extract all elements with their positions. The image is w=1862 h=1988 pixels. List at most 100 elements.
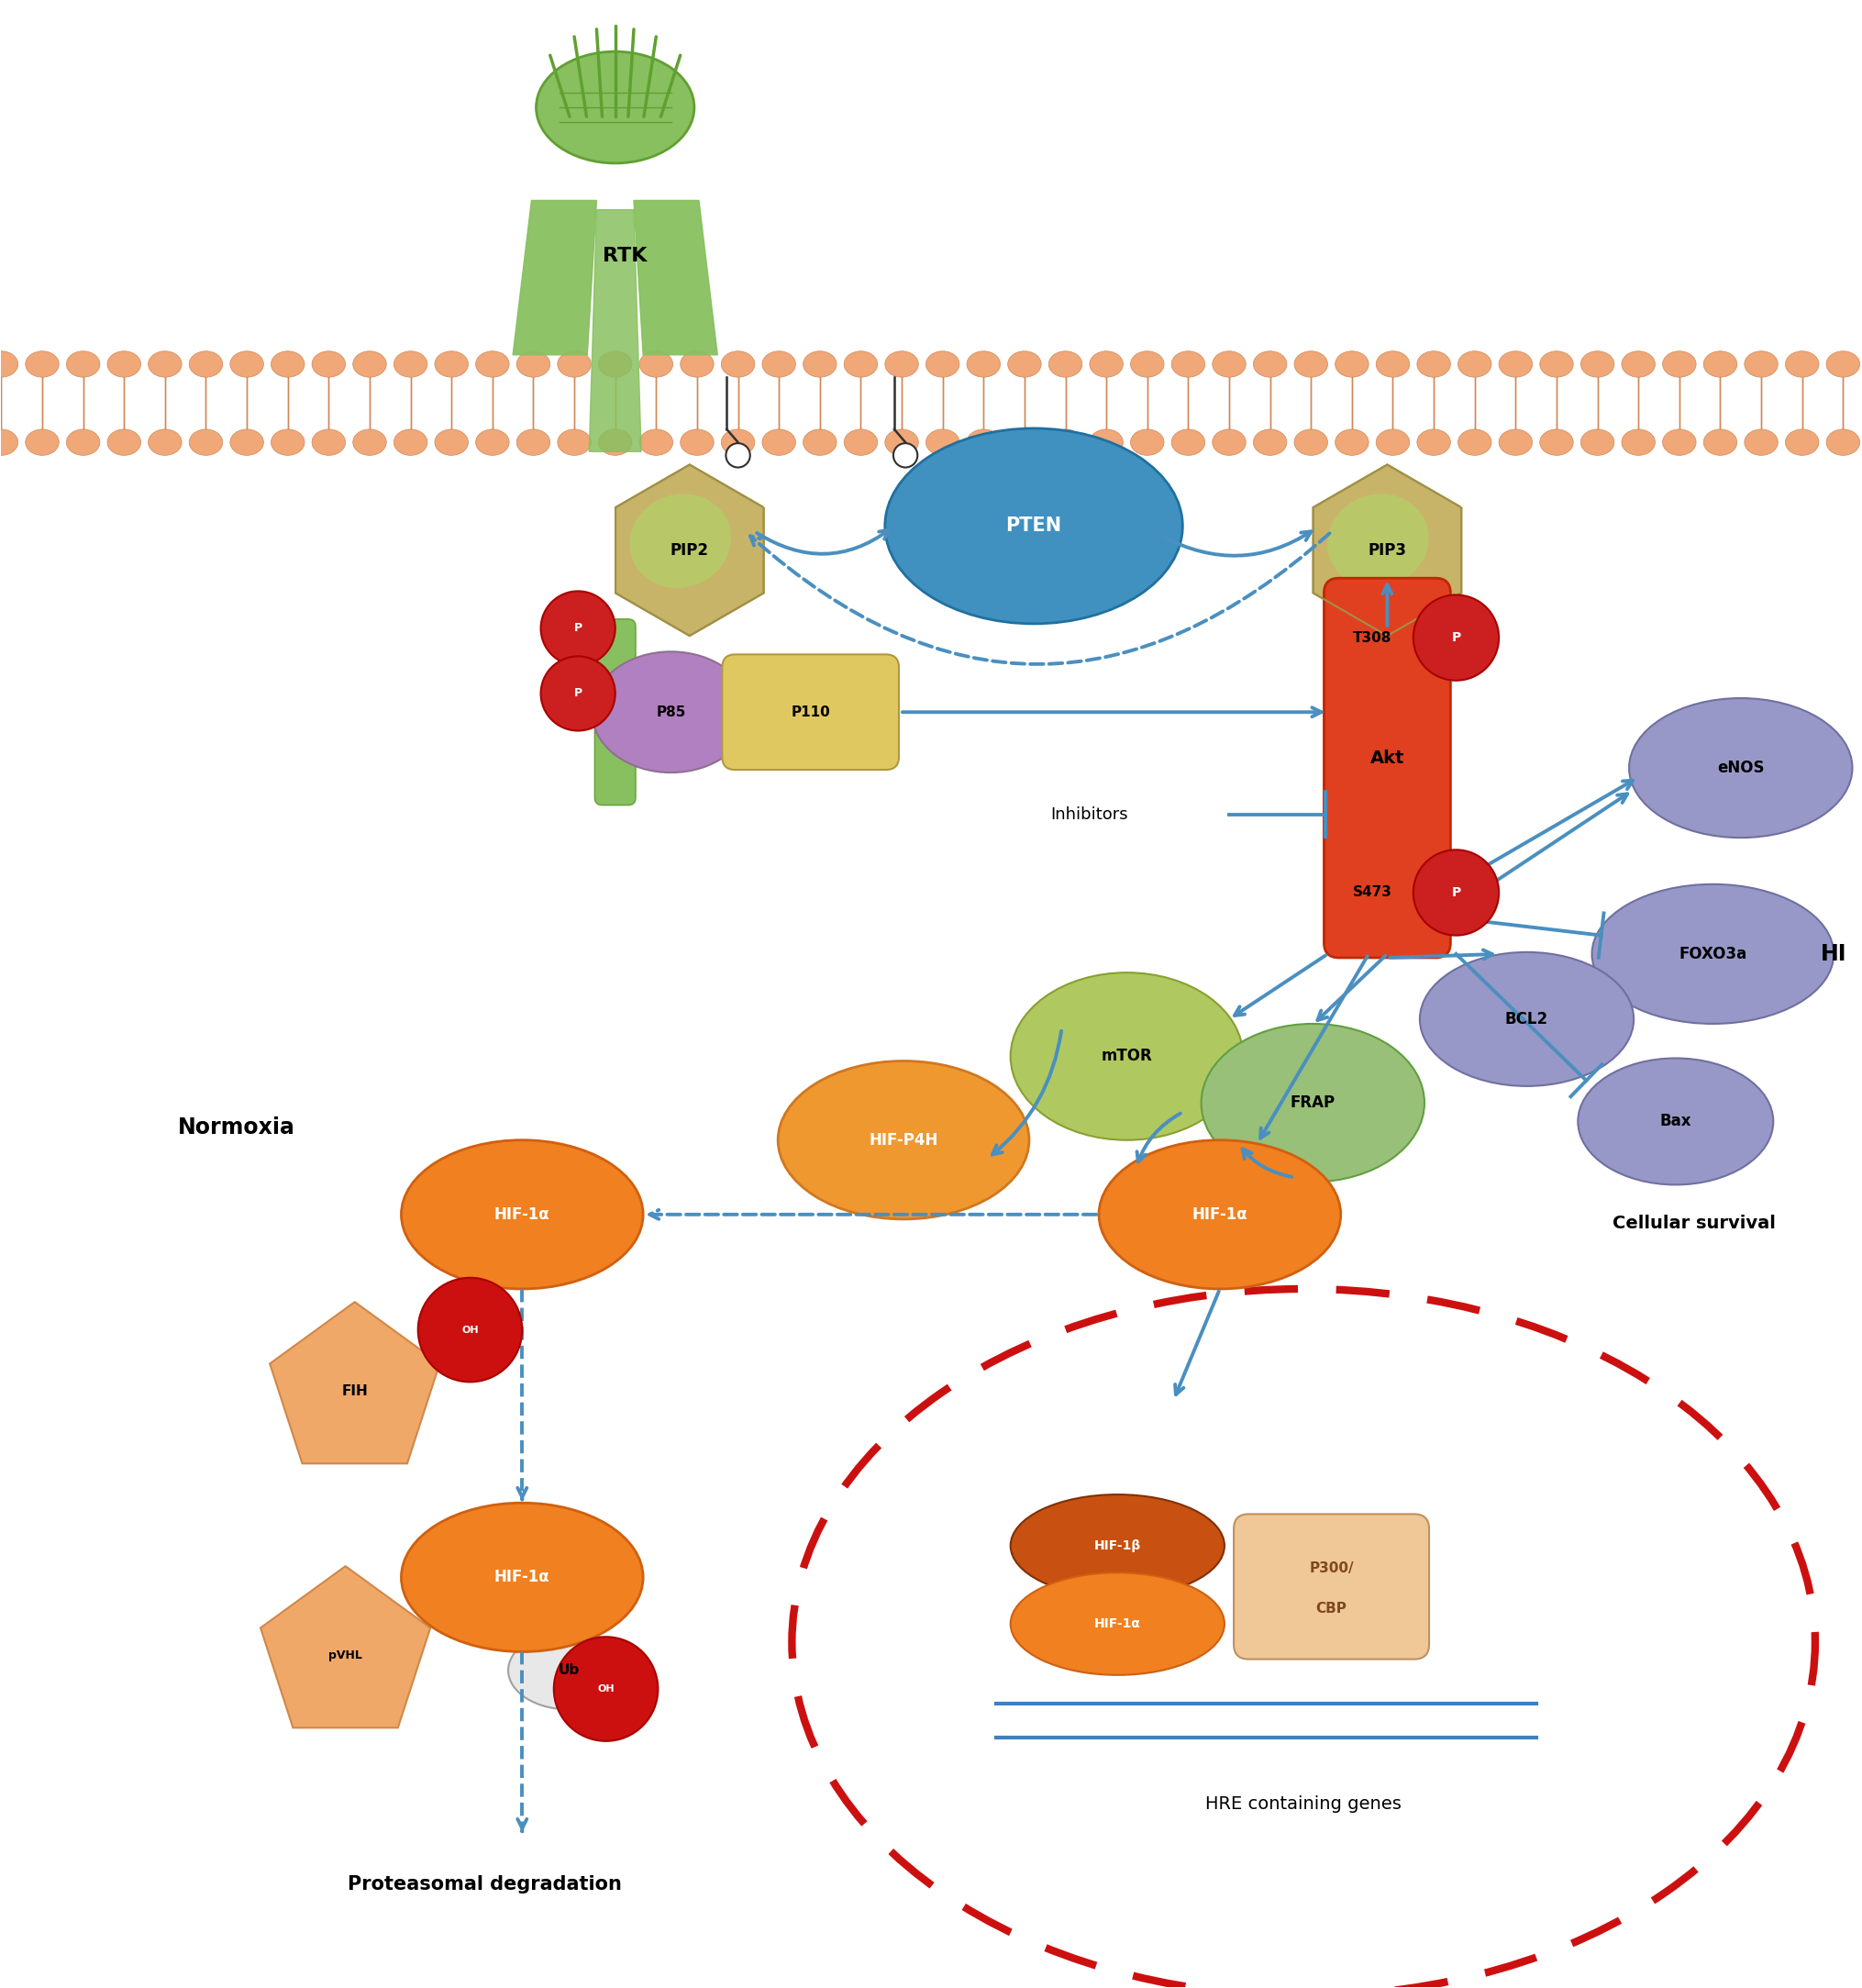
Text: Inhibitors: Inhibitors [1050, 807, 1128, 823]
Circle shape [1413, 849, 1499, 936]
Ellipse shape [629, 493, 730, 588]
Ellipse shape [1825, 429, 1858, 455]
Polygon shape [512, 201, 596, 354]
Ellipse shape [557, 352, 590, 378]
Text: S473: S473 [1352, 887, 1391, 899]
Circle shape [726, 443, 750, 467]
Text: FOXO3a: FOXO3a [1678, 946, 1747, 962]
Ellipse shape [0, 352, 19, 378]
Ellipse shape [1294, 429, 1328, 455]
Ellipse shape [475, 429, 508, 455]
Ellipse shape [1540, 352, 1573, 378]
Ellipse shape [1212, 429, 1246, 455]
Text: P: P [573, 622, 583, 634]
Ellipse shape [884, 427, 1182, 624]
Ellipse shape [108, 352, 142, 378]
Ellipse shape [1743, 429, 1776, 455]
Ellipse shape [1581, 429, 1612, 455]
Text: BCL2: BCL2 [1504, 1010, 1547, 1028]
Ellipse shape [1048, 429, 1082, 455]
Ellipse shape [0, 429, 19, 455]
Polygon shape [261, 1567, 430, 1728]
Ellipse shape [721, 352, 754, 378]
Ellipse shape [393, 352, 426, 378]
Polygon shape [270, 1302, 439, 1463]
Ellipse shape [1171, 352, 1205, 378]
Text: CBP: CBP [1315, 1602, 1346, 1616]
Ellipse shape [1417, 429, 1450, 455]
Text: HIF-1α: HIF-1α [493, 1207, 549, 1223]
Text: pVHL: pVHL [328, 1650, 363, 1662]
Text: HIF-1β: HIF-1β [1093, 1539, 1140, 1553]
Ellipse shape [1458, 429, 1491, 455]
Text: T308: T308 [1352, 630, 1391, 644]
Text: OH: OH [598, 1684, 614, 1694]
Ellipse shape [508, 1632, 629, 1710]
Ellipse shape [592, 652, 750, 773]
Ellipse shape [231, 352, 263, 378]
Ellipse shape [67, 429, 101, 455]
Polygon shape [614, 465, 763, 636]
Ellipse shape [1620, 352, 1653, 378]
Text: Cellular survival: Cellular survival [1612, 1215, 1774, 1233]
Ellipse shape [1048, 352, 1082, 378]
Text: HIF-1α: HIF-1α [1093, 1618, 1140, 1630]
FancyBboxPatch shape [1324, 579, 1450, 958]
Text: P85: P85 [655, 706, 685, 720]
Text: P: P [573, 688, 583, 700]
Ellipse shape [762, 429, 795, 455]
Circle shape [540, 590, 614, 666]
Text: PIP3: PIP3 [1367, 543, 1406, 559]
Ellipse shape [1099, 1139, 1341, 1288]
Ellipse shape [149, 352, 182, 378]
Ellipse shape [598, 429, 631, 455]
Ellipse shape [1784, 429, 1817, 455]
Circle shape [553, 1636, 657, 1741]
Ellipse shape [475, 352, 508, 378]
Circle shape [540, 656, 614, 732]
Ellipse shape [1294, 352, 1328, 378]
Ellipse shape [1007, 352, 1041, 378]
Ellipse shape [598, 352, 631, 378]
Ellipse shape [762, 352, 795, 378]
Ellipse shape [1007, 429, 1041, 455]
Text: HRE containing genes: HRE containing genes [1205, 1795, 1400, 1813]
Ellipse shape [190, 429, 223, 455]
Ellipse shape [843, 429, 877, 455]
Ellipse shape [270, 429, 304, 455]
Ellipse shape [803, 352, 836, 378]
FancyBboxPatch shape [722, 654, 899, 769]
Circle shape [894, 443, 918, 467]
Text: P: P [1450, 632, 1460, 644]
Ellipse shape [1577, 1058, 1773, 1185]
Ellipse shape [26, 429, 60, 455]
Ellipse shape [149, 429, 182, 455]
Ellipse shape [400, 1139, 642, 1288]
Ellipse shape [400, 1503, 642, 1652]
Polygon shape [588, 209, 641, 451]
Text: mTOR: mTOR [1100, 1048, 1153, 1066]
Ellipse shape [680, 352, 713, 378]
Text: FRAP: FRAP [1290, 1095, 1335, 1111]
Ellipse shape [1661, 352, 1694, 378]
Text: PTEN: PTEN [1005, 517, 1061, 535]
Ellipse shape [311, 429, 344, 455]
Ellipse shape [67, 352, 101, 378]
Ellipse shape [1499, 429, 1532, 455]
Ellipse shape [1335, 352, 1369, 378]
Text: HI: HI [1819, 942, 1845, 964]
Ellipse shape [311, 352, 344, 378]
Ellipse shape [231, 429, 263, 455]
Ellipse shape [1540, 429, 1573, 455]
Ellipse shape [1661, 429, 1694, 455]
Ellipse shape [639, 429, 672, 455]
Text: P110: P110 [791, 706, 830, 720]
Ellipse shape [1499, 352, 1532, 378]
Text: HIF-1α: HIF-1α [493, 1569, 549, 1586]
Ellipse shape [680, 429, 713, 455]
Ellipse shape [1326, 493, 1428, 588]
Ellipse shape [803, 429, 836, 455]
Ellipse shape [1419, 952, 1633, 1085]
Ellipse shape [1089, 429, 1123, 455]
Ellipse shape [1417, 352, 1450, 378]
